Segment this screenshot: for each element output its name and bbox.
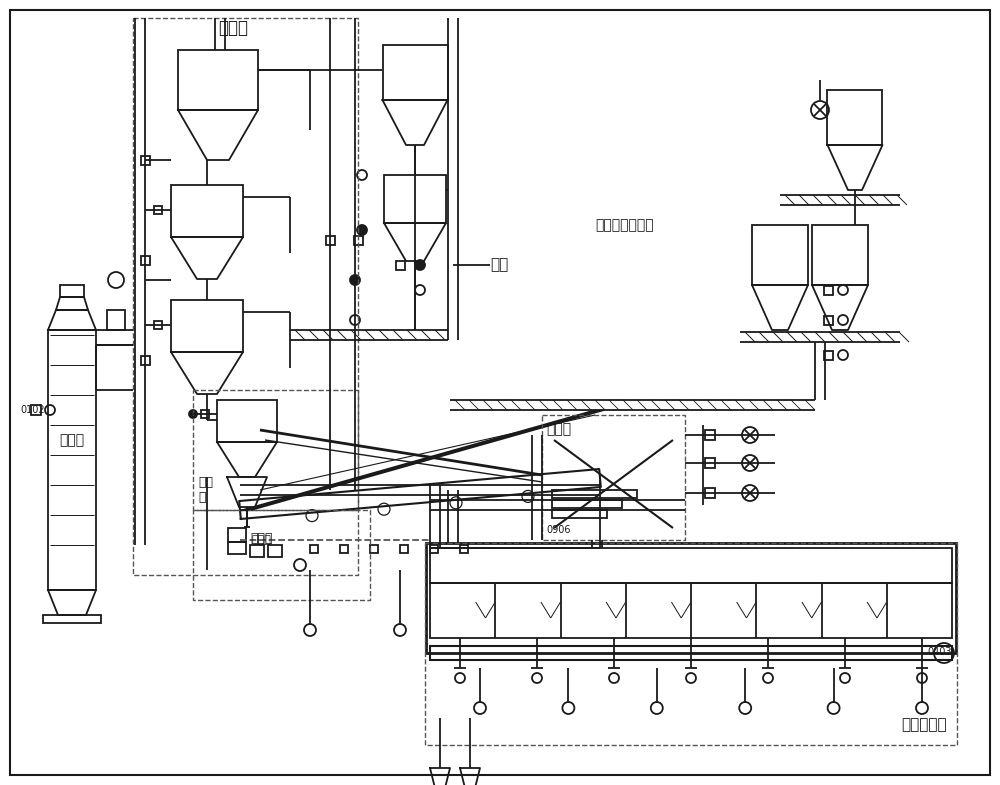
Bar [752,225,808,285]
Text: 燃烧器: 燃烧器 [546,422,571,436]
Text: 0102: 0102 [20,405,45,415]
Bar [228,528,246,542]
Bar [396,261,404,269]
Bar [400,545,408,553]
Bar [154,206,162,214]
Circle shape [415,260,425,270]
Bar [827,90,882,145]
Bar [340,545,348,553]
Bar [430,583,952,638]
Bar [171,185,243,237]
Text: 回转窑: 回转窑 [252,535,272,545]
Bar [228,542,246,554]
Bar [552,500,622,508]
Bar [217,400,277,442]
Bar [31,405,41,415]
Bar [430,646,952,660]
Bar [705,488,715,498]
Bar [430,545,438,553]
Bar [201,410,209,418]
Text: 回转窑: 回转窑 [250,531,272,545]
Bar [154,321,162,329]
Bar [140,356,150,364]
Bar [552,510,607,518]
Bar [382,45,448,100]
Text: 空气: 空气 [490,257,508,272]
Text: 篦式冷却机: 篦式冷却机 [901,717,947,732]
Bar [250,545,264,557]
Bar [140,155,150,165]
Bar [178,50,258,110]
Bar [426,543,956,653]
Text: 预热器: 预热器 [218,19,248,37]
Circle shape [350,275,360,285]
Circle shape [357,225,367,235]
Bar [705,458,715,468]
Bar [460,545,468,553]
Bar [705,430,715,440]
Bar [43,615,101,623]
Text: 增湿塔: 增湿塔 [59,433,85,447]
Text: 0403: 0403 [927,647,952,657]
Bar [107,310,125,330]
Bar [552,490,637,498]
Bar [824,316,832,324]
Bar [354,236,362,244]
Text: 生料来自生料库: 生料来自生料库 [595,218,654,232]
Bar [370,545,378,553]
Bar [326,236,334,244]
Bar [48,330,96,590]
Bar [430,548,952,583]
Bar [140,255,150,265]
Text: 分解
炉: 分解 炉 [198,476,213,504]
Bar [310,545,318,553]
Bar [824,350,832,360]
Text: 0906: 0906 [546,525,570,535]
Bar [268,545,282,557]
Bar [60,285,84,297]
Bar [812,225,868,285]
Circle shape [189,410,197,418]
Bar [171,300,243,352]
Bar [384,175,446,223]
Bar [824,286,832,294]
